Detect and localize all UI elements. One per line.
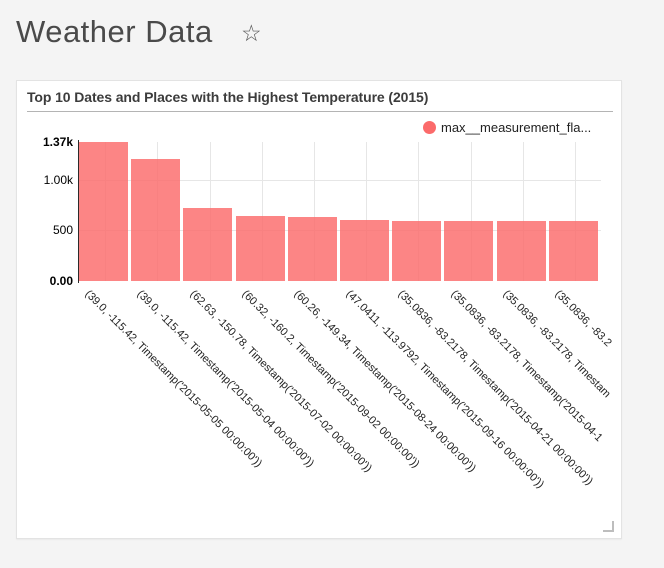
y-axis-tick-label: 500 bbox=[52, 223, 73, 238]
legend-series-dot-icon bbox=[423, 121, 436, 134]
page-title: Weather Data bbox=[16, 14, 213, 49]
resize-corner-handle-icon[interactable] bbox=[603, 521, 614, 532]
horizontal-gridline bbox=[79, 179, 601, 181]
bar[interactable] bbox=[287, 216, 337, 281]
x-axis-label: (47.0411, -113.9792, Timestamp('2015-09-… bbox=[343, 288, 547, 491]
chart-title: Top 10 Dates and Places with the Highest… bbox=[27, 89, 429, 105]
x-axis-label: (35.0836, -83.2178, Timestam bbox=[500, 288, 613, 401]
bar[interactable] bbox=[183, 207, 233, 281]
x-axis-label: (35.0836, -83.2178, Timestamp('2015-04-2… bbox=[395, 288, 596, 488]
x-axis-label: (62.63, -150.78, Timestamp('2015-07-02 0… bbox=[187, 288, 374, 475]
vertical-gridline bbox=[418, 142, 420, 281]
bar[interactable] bbox=[496, 220, 546, 281]
bar[interactable] bbox=[392, 220, 442, 281]
legend-series-label: max__measurement_fla... bbox=[441, 120, 592, 135]
vertical-gridline bbox=[261, 142, 263, 281]
x-axis-label: (39.0, -115.42, Timestamp('2015-05-05 00… bbox=[82, 288, 265, 470]
bar[interactable] bbox=[131, 159, 181, 281]
y-axis-tick-label: 1.37k bbox=[42, 135, 73, 149]
bar[interactable] bbox=[548, 221, 598, 281]
y-axis-tick-label: 1.00k bbox=[43, 172, 73, 187]
vertical-gridline bbox=[522, 142, 524, 281]
bar[interactable] bbox=[340, 220, 389, 281]
vertical-gridline bbox=[574, 142, 576, 281]
vertical-gridline bbox=[470, 142, 472, 281]
bar[interactable] bbox=[79, 142, 128, 281]
x-axis-label: (60.26, -149.34, Timestamp('2015-08-24 0… bbox=[291, 288, 478, 475]
y-axis-line bbox=[78, 140, 79, 283]
chart-card: Top 10 Dates and Places with the Highest… bbox=[16, 80, 622, 539]
bar-chart-plot-area: 1.37k 1.00k 500 0.00 (39.0, -115.42, Timesta… bbox=[17, 81, 623, 540]
favorite-star-icon[interactable]: ☆ bbox=[241, 20, 262, 46]
vertical-gridline bbox=[313, 142, 315, 281]
y-axis-tick-label: 0.00 bbox=[49, 274, 73, 288]
x-axis-label: (39.0, -115.42, Timestamp('2015-05-04 00… bbox=[134, 288, 317, 470]
x-axis-label: (60.32, -160.2, Timestamp('2015-09-02 00… bbox=[239, 288, 422, 471]
vertical-gridline bbox=[366, 142, 368, 281]
bar[interactable] bbox=[444, 220, 494, 281]
title-divider bbox=[27, 111, 613, 112]
bar[interactable] bbox=[235, 215, 285, 281]
